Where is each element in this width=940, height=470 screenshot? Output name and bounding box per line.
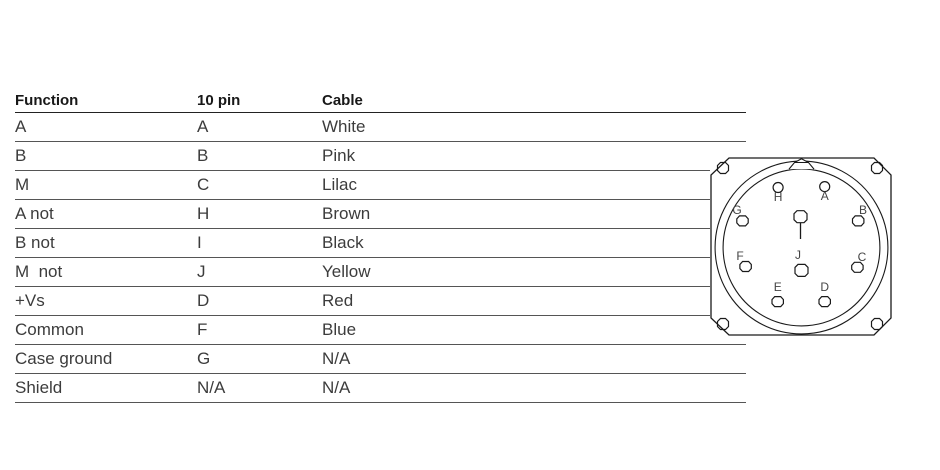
svg-text:A: A — [820, 189, 828, 203]
svg-text:E: E — [773, 280, 781, 294]
svg-text:H: H — [773, 190, 782, 204]
svg-text:B: B — [858, 203, 866, 217]
svg-text:C: C — [857, 250, 866, 264]
svg-text:F: F — [736, 249, 743, 263]
svg-text:J: J — [795, 248, 801, 262]
svg-text:G: G — [732, 203, 741, 217]
svg-text:D: D — [820, 280, 829, 294]
